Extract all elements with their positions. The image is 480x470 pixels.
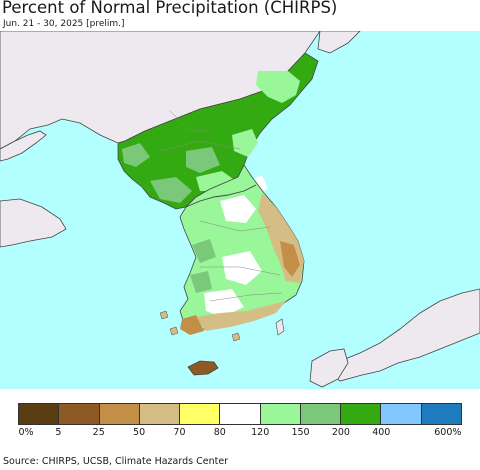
sk-central-white: [222, 251, 262, 285]
nk-southwest-medium: [150, 177, 192, 203]
legend-tick-label: 120: [251, 427, 270, 438]
sk-east-coast-brown: [280, 241, 300, 277]
legend-swatch: [19, 404, 60, 424]
liaodong-peninsula: [0, 130, 47, 162]
legend-swatch: [139, 404, 181, 424]
legend-tick-label: 150: [291, 427, 310, 438]
sk-southwest-tip-brown: [180, 315, 204, 335]
dmz-border: [185, 184, 257, 208]
precipitation-map: [0, 31, 480, 389]
legend-swatch: [341, 404, 382, 424]
legend-swatch: [300, 404, 342, 424]
legend-swatch: [220, 404, 261, 424]
legend-tick-label: 25: [92, 427, 105, 438]
nk-northeast-light: [256, 71, 300, 103]
legend-tick-label: 80: [213, 427, 226, 438]
province-lines: [159, 110, 283, 302]
sk-west-medium: [192, 239, 216, 263]
russia-land: [317, 31, 361, 54]
sk-southwest-medium: [190, 271, 212, 293]
kyushu-land: [309, 348, 349, 388]
nk-west-medium: [122, 143, 150, 167]
legend-swatch: [99, 404, 140, 424]
legend-swatch: [180, 404, 221, 424]
legend-labels: 0% 5 25 50 70 80 120 150 200 400 600%: [0, 427, 480, 441]
legend-swatch: [260, 404, 301, 424]
legend-tick-label: 50: [133, 427, 146, 438]
legend-tick-label: 600%: [434, 427, 462, 438]
sk-south-coast-tan: [196, 301, 286, 331]
sk-southcentral-white: [204, 289, 244, 317]
coastal-islands: [159, 310, 241, 342]
nk-east-coast-light: [232, 129, 258, 157]
legend-color-bar: [18, 403, 462, 425]
tsushima-island: [275, 318, 285, 336]
jeju-island: [187, 360, 219, 376]
legend-swatch: [381, 404, 422, 424]
shandong-land: [0, 198, 67, 248]
sk-north-white: [220, 195, 256, 223]
legend-swatch: [59, 404, 100, 424]
map-title: Percent of Normal Precipitation (CHIRPS): [2, 0, 338, 17]
legend-tick-label: 70: [173, 427, 186, 438]
map-subtitle: Jun. 21 - 30, 2025 [prelim.]: [3, 19, 125, 29]
legend-swatch: [421, 404, 461, 424]
legend-tick-label: 400: [372, 427, 391, 438]
legend-tick-label: 0%: [18, 427, 34, 438]
legend-tick-label: 200: [331, 427, 350, 438]
source-credit: Source: CHIRPS, UCSB, Climate Hazards Ce…: [3, 456, 229, 467]
legend-tick-label: 5: [55, 427, 62, 438]
nk-central-medium: [186, 147, 220, 173]
